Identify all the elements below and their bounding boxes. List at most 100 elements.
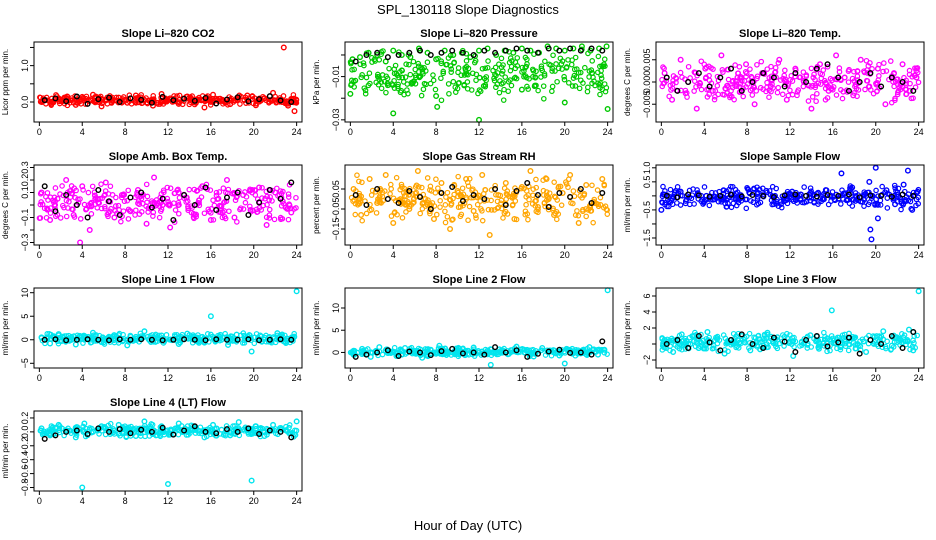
hourly-point [706, 83, 713, 90]
scatter-point [561, 73, 567, 80]
hourly-point [202, 94, 209, 101]
scatter-point [726, 186, 732, 193]
scatter-point [482, 65, 489, 72]
hourly-point [52, 208, 59, 215]
scatter-point [433, 211, 440, 218]
hourly-point [728, 191, 735, 198]
scatter-point [52, 185, 59, 191]
data-point [583, 181, 590, 188]
scatter-point [144, 193, 151, 200]
x-tick-label: 4 [702, 127, 707, 137]
scatter-point [445, 55, 452, 61]
scatter-point [198, 194, 205, 200]
hourly-point [685, 78, 692, 85]
scatter-point [500, 80, 506, 86]
scatter-point [692, 69, 699, 76]
y-tick-label: −0.6 [20, 465, 30, 483]
hourly-point [674, 194, 681, 201]
scatter-point [763, 88, 769, 95]
scatter-point [702, 75, 709, 82]
scatter-point [135, 198, 142, 204]
scatter-point [823, 80, 829, 87]
scatter-point [888, 99, 895, 106]
data-point [586, 344, 593, 351]
data-point [184, 330, 191, 337]
scatter-point [790, 198, 797, 205]
data-point [438, 179, 445, 186]
scatter-point [700, 337, 706, 344]
data-point [914, 188, 921, 195]
scatter-point [753, 88, 760, 94]
hourly-point [867, 192, 874, 199]
scatter-point [550, 52, 556, 59]
scatter-point [470, 186, 476, 192]
scatter-point [498, 200, 504, 207]
hourly-point [459, 350, 466, 357]
hourly-point [427, 352, 434, 359]
data-point [709, 87, 716, 94]
y-tick-label: −0.005 [642, 90, 652, 118]
scatter-point [764, 66, 771, 72]
scatter-point [501, 185, 508, 191]
y-tick-label: −1.5 [642, 229, 652, 247]
scatter-point [464, 86, 471, 92]
hourly-point [459, 197, 466, 204]
scatter-point [402, 74, 409, 80]
y-tick-label: 0.2 [20, 412, 30, 425]
scatter-point [458, 72, 465, 79]
scatter-point [800, 69, 807, 75]
scatter-point [191, 186, 198, 193]
x-tick-label: 0 [37, 127, 42, 137]
scatter-point [914, 332, 921, 339]
scatter-point [417, 210, 424, 217]
data-point [863, 349, 870, 356]
scatter-point [801, 184, 807, 190]
scatter-point [821, 329, 827, 336]
data-point [167, 336, 174, 343]
scatter-point [691, 201, 697, 207]
hourly-point [138, 336, 145, 343]
scatter-point [877, 202, 884, 208]
scatter-point [138, 333, 145, 339]
scatter-point [403, 61, 409, 68]
data-point [390, 219, 397, 226]
scatter-point [875, 193, 882, 199]
scatter-point [803, 73, 810, 80]
scatter-point [565, 57, 571, 63]
scatter-point [113, 94, 120, 101]
hourly-point [159, 93, 166, 100]
hourly-point [170, 216, 177, 223]
scatter-point [498, 55, 505, 62]
scatter-point [905, 191, 912, 198]
scatter-point [73, 187, 79, 194]
hourly-point [159, 424, 166, 431]
scatter-point [682, 90, 689, 97]
scatter-point [595, 53, 602, 60]
series-hourly [41, 423, 295, 442]
hourly-point [856, 194, 863, 201]
hourly-point [674, 87, 681, 94]
hourly-point [395, 51, 402, 58]
scatter-point [563, 179, 569, 185]
hourly-point [352, 353, 359, 360]
y-axis-label: ml/min per min. [1, 301, 10, 356]
scatter-point [828, 333, 835, 339]
scatter-point [485, 58, 491, 64]
scatter-point [88, 203, 95, 210]
data-point [89, 329, 96, 336]
y-tick-label: −0.4 [20, 451, 30, 469]
hourly-point [73, 336, 80, 343]
scatter-point [375, 352, 381, 359]
data-point [797, 191, 804, 198]
hourly-point [106, 337, 113, 344]
scatter-point [493, 349, 500, 356]
data-point [601, 346, 608, 353]
scatter-point [44, 331, 51, 337]
data-point [701, 198, 708, 205]
data-point [754, 193, 761, 200]
data-point [223, 176, 230, 183]
scatter-point [907, 80, 913, 87]
data-point [838, 170, 845, 177]
scatter-point [458, 211, 465, 218]
scatter-point [729, 183, 736, 190]
